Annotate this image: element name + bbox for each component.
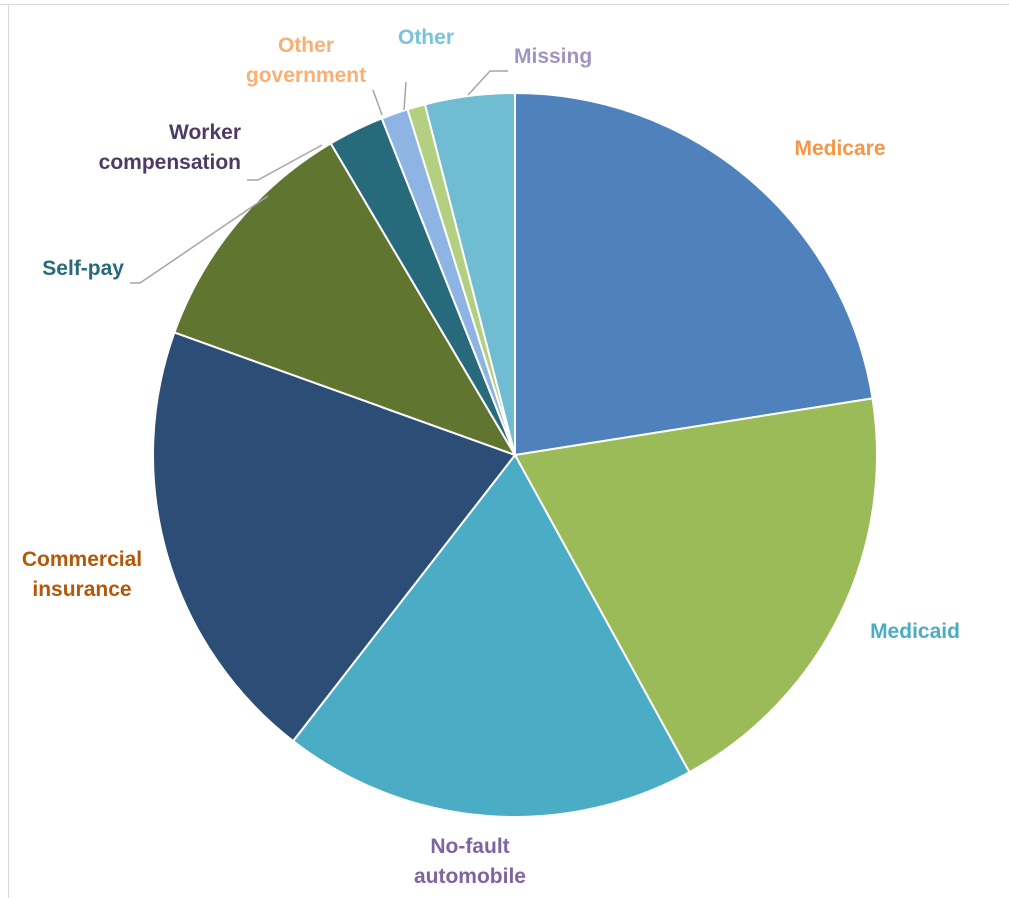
- data-label-commercial-insurance: Commercial insurance: [22, 548, 142, 601]
- pie-slice-self-pay: [173, 142, 518, 457]
- data-label-line: Other: [398, 26, 454, 49]
- data-label-line: Commercial: [22, 548, 142, 571]
- leader-lines: [130, 70, 508, 284]
- data-label-line: Medicare: [794, 137, 885, 160]
- data-label-self-pay: Self-pay: [42, 257, 124, 280]
- data-label-line: Self-pay: [42, 257, 124, 280]
- data-label-line: Other: [278, 34, 334, 57]
- pie-slice-no-fault-automobile: [291, 453, 691, 818]
- leader-line-missing: [467, 70, 508, 96]
- data-label-other: Other: [398, 26, 454, 49]
- data-label-medicaid: Medicaid: [870, 620, 960, 643]
- leader-line-self-pay: [130, 195, 269, 284]
- pie-slice-medicare: [514, 91, 874, 457]
- chart-border-top: [0, 4, 1009, 5]
- data-label-line: Worker: [169, 121, 241, 144]
- chart-border-left: [8, 4, 9, 898]
- pie-slice-commercial-insurance: [151, 331, 517, 743]
- data-label-line: No-fault: [430, 835, 509, 858]
- leader-line-worker-compensation: [247, 144, 323, 181]
- data-label-medicare: Medicare: [794, 137, 885, 160]
- data-label-no-fault-automobile: No-fault automobile: [414, 835, 526, 888]
- data-label-line: government: [246, 64, 366, 87]
- data-labels: Medicare Medicaid No-fault automobile Commer…: [22, 26, 960, 888]
- data-label-line: compensation: [99, 151, 241, 174]
- data-label-worker-compensation: Worker compensation: [99, 121, 241, 174]
- pie-slice-missing: [423, 91, 516, 456]
- data-label-line: insurance: [32, 578, 131, 601]
- leader-line-other-government: [372, 89, 383, 116]
- data-label-missing: Missing: [514, 45, 592, 68]
- data-label-line: Missing: [514, 45, 592, 68]
- data-label-line: Medicaid: [870, 620, 960, 643]
- data-label-other-government: Other government: [246, 34, 366, 87]
- pie-slice-medicaid: [513, 397, 878, 774]
- pie-slices: [151, 91, 878, 818]
- leader-line-other: [403, 81, 407, 111]
- data-label-line: automobile: [414, 865, 526, 888]
